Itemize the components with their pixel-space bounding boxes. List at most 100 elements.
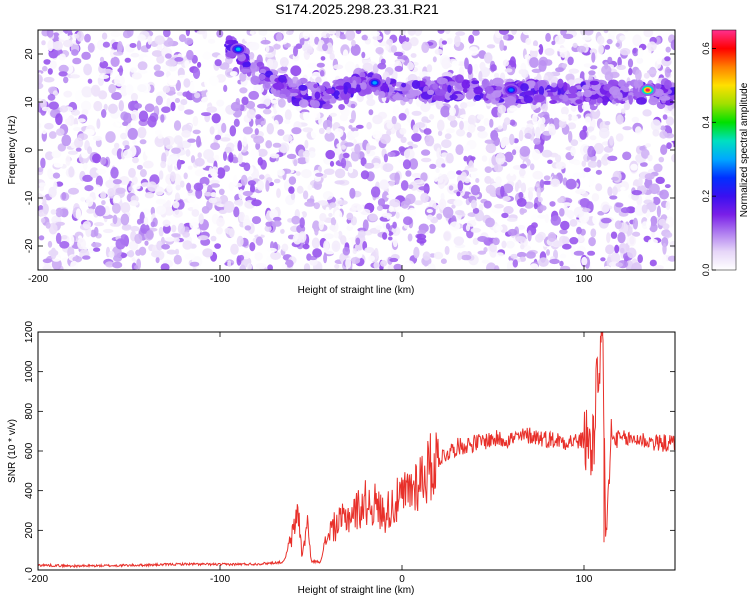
heatmap-cell <box>420 172 428 182</box>
heatmap-cell <box>540 205 547 211</box>
heatmap-cell <box>126 30 134 37</box>
heatmap-cell <box>632 231 641 237</box>
heatmap-cell <box>393 263 403 270</box>
heatmap-cell <box>514 182 519 193</box>
heatmap-cell <box>451 60 460 66</box>
heatmap-cell <box>529 57 539 68</box>
heatmap-cell <box>122 140 130 147</box>
heatmap-cell <box>58 53 66 61</box>
heatmap-cell <box>402 159 412 170</box>
heatmap-cell <box>567 122 577 130</box>
heatmap-cell <box>644 173 655 180</box>
heatmap-ridge-cell <box>473 86 484 95</box>
heatmap-hotspot <box>372 81 377 85</box>
heatmap-cell <box>509 169 514 176</box>
heatmap-cell <box>407 233 413 242</box>
heatmap-cell <box>503 117 511 126</box>
heatmap-cell <box>47 94 56 101</box>
heatmap-cell <box>323 168 335 175</box>
heatmap-cell <box>484 175 492 184</box>
heatmap-cell <box>52 172 61 179</box>
heatmap-cell <box>572 42 578 48</box>
heatmap-cell <box>486 262 497 270</box>
heatmap-cell <box>511 30 517 36</box>
heatmap-cell <box>120 202 131 214</box>
heatmap-cell <box>323 253 328 264</box>
heatmap-cell <box>549 201 556 207</box>
heatmap-cell <box>364 247 375 253</box>
heatmap-cell <box>388 206 394 213</box>
heatmap-cell <box>143 216 149 226</box>
heatmap-cell <box>155 95 163 106</box>
heatmap-cell <box>551 76 559 83</box>
heatmap-cell <box>573 250 585 256</box>
heatmap-cell <box>158 226 164 237</box>
heatmap-cell <box>532 170 544 180</box>
x-tick-label: -100 <box>210 574 230 585</box>
heatmap-cell <box>177 104 185 111</box>
heatmap-cell <box>468 46 479 56</box>
heatmap-cell <box>173 135 183 145</box>
heatmap-cell <box>643 30 654 38</box>
heatmap-cell <box>579 198 590 208</box>
heatmap-ridge-cell <box>242 61 251 68</box>
heatmap-cell <box>143 56 154 61</box>
heatmap-cell <box>559 260 564 267</box>
heatmap-cell <box>507 228 518 236</box>
heatmap-cell <box>298 231 307 243</box>
x-tick-label: 0 <box>399 274 405 285</box>
heatmap-cell <box>319 213 327 222</box>
heatmap-cell <box>489 118 494 128</box>
heatmap-cell <box>41 40 46 46</box>
heatmap-cell <box>210 172 219 177</box>
heatmap-cell <box>527 230 532 242</box>
heatmap-cell <box>519 207 525 215</box>
heatmap-cell <box>144 192 154 199</box>
heatmap-cell <box>339 113 348 122</box>
heatmap-cell <box>589 65 598 70</box>
heatmap-cell <box>69 74 81 79</box>
heatmap-cell <box>501 212 509 219</box>
heatmap-cell <box>197 235 209 241</box>
heatmap-cell <box>467 124 476 134</box>
heatmap-cell <box>620 207 631 214</box>
heatmap-cell <box>518 129 524 142</box>
heatmap-cell <box>197 61 202 68</box>
heatmap-cell <box>162 219 171 227</box>
heatmap-cell <box>388 236 393 241</box>
heatmap-cell <box>125 84 134 96</box>
heatmap-cell <box>405 193 416 205</box>
heatmap-cell <box>266 123 274 135</box>
heatmap-cell <box>207 184 213 193</box>
heatmap-cell <box>322 191 334 200</box>
heatmap-cell <box>214 134 222 141</box>
heatmap-cell <box>527 187 535 192</box>
heatmap-cell <box>96 118 101 129</box>
heatmap-cell <box>80 100 92 112</box>
heatmap-cell <box>228 181 234 191</box>
heatmap-cell <box>189 261 200 267</box>
heatmap-cell <box>108 103 118 114</box>
heatmap-cell <box>204 191 212 197</box>
heatmap-cell <box>421 157 432 163</box>
heatmap-cell <box>647 41 657 52</box>
heatmap-cell <box>541 149 553 158</box>
heatmap-ridge-cell <box>333 90 340 100</box>
heatmap-cell <box>354 143 361 155</box>
heatmap-ridge-cell <box>258 73 266 81</box>
heatmap-cell <box>315 172 324 177</box>
heatmap-cell <box>333 128 344 138</box>
heatmap-cell <box>384 30 391 35</box>
heatmap-cell <box>445 128 455 134</box>
heatmap-cell <box>495 252 504 258</box>
heatmap-cell <box>248 90 260 100</box>
heatmap-cell <box>165 53 172 59</box>
heatmap-cell <box>636 57 644 64</box>
heatmap-cell <box>103 228 114 234</box>
heatmap-cell <box>495 152 506 165</box>
heatmap-cell <box>132 184 141 190</box>
heatmap-cell <box>210 235 217 242</box>
heatmap-cell <box>584 71 589 82</box>
heatmap-cell <box>311 237 320 249</box>
heatmap-cell <box>587 126 595 132</box>
